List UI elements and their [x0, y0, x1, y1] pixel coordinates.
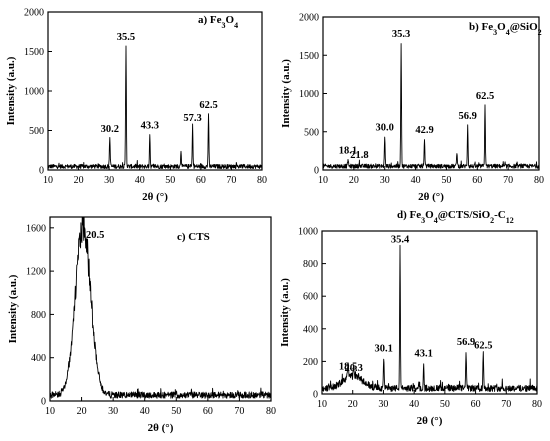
- x-tick-label: 40: [411, 175, 421, 186]
- x-tick-label: 10: [318, 175, 328, 186]
- x-tick-label: 80: [534, 175, 544, 186]
- y-axis-title: Intensity (a.u.): [280, 59, 292, 128]
- peak-label: 35.4: [391, 234, 410, 245]
- y-tick-label: 1200: [26, 267, 46, 278]
- y-tick-label: 500: [304, 127, 319, 138]
- y-tick-label: 600: [303, 292, 318, 303]
- y-tick-label: 1000: [299, 89, 319, 100]
- y-axis-title: Intensity (a.u.): [279, 278, 291, 347]
- x-tick-label: 70: [234, 406, 244, 417]
- y-tick-label: 2000: [299, 13, 319, 24]
- y-tick-label: 2000: [24, 8, 44, 19]
- peak-label: 42.9: [415, 125, 433, 136]
- y-tick-label: 1000: [298, 227, 318, 238]
- x-tick-label: 70: [503, 175, 513, 186]
- x-tick-label: 50: [440, 399, 450, 410]
- x-axis-title: 2θ (°): [148, 422, 174, 434]
- peak-label: 20.5: [86, 230, 104, 241]
- peak-label: 43.1: [414, 348, 432, 359]
- x-tick-label: 70: [501, 399, 511, 410]
- xrd-panel-b: 10 20 30 40 50 60 70 80 0 500 1000 1500 2000 2θ (°) In…: [280, 13, 544, 204]
- peak-label: 30.2: [101, 124, 119, 135]
- y-axis-title: Intensity (a.u.): [5, 56, 17, 125]
- x-axis-title: 2θ (°): [417, 415, 443, 427]
- y-tick-label: 1500: [24, 47, 44, 58]
- plot-frame: [321, 230, 538, 395]
- y-tick-label: 400: [31, 353, 46, 364]
- plot-frame: [47, 11, 263, 171]
- peak-label: 43.3: [141, 121, 159, 132]
- y-tick-label: 0: [313, 390, 318, 401]
- y-tick-label: 1500: [299, 51, 319, 62]
- x-tick-label: 60: [196, 175, 206, 186]
- panel-label: d) Fe3O4@CTS/SiO2-C12: [397, 209, 514, 225]
- x-tick-label: 20: [349, 175, 359, 186]
- x-tick-label: 40: [409, 399, 419, 410]
- x-tick-label: 10: [43, 175, 53, 186]
- peak-label: 56.9: [457, 337, 475, 348]
- peak-label: 20.3: [344, 363, 362, 374]
- x-tick-label: 50: [171, 406, 181, 417]
- x-tick-label: 20: [77, 406, 87, 417]
- y-tick-label: 0: [314, 166, 319, 177]
- y-tick-label: 1000: [24, 87, 44, 98]
- peak-label: 56.9: [459, 111, 477, 122]
- panel-label: a) Fe3O4: [198, 14, 238, 30]
- y-tick-label: 0: [39, 166, 44, 177]
- peak-label: 57.3: [183, 113, 201, 124]
- x-tick-label: 70: [226, 175, 236, 186]
- peak-label: 62.5: [474, 340, 492, 351]
- x-tick-label: 10: [45, 406, 55, 417]
- peak-label: 30.1: [375, 344, 393, 355]
- x-tick-label: 80: [257, 175, 267, 186]
- x-tick-label: 20: [348, 399, 358, 410]
- peak-label: 30.0: [376, 123, 394, 134]
- xrd-panel-a: 10 20 30 40 50 60 70 80 0 500 1000 1500 2000 2θ (°) In…: [5, 8, 267, 204]
- peak-label: 62.5: [476, 91, 494, 102]
- xrd-series-line: [321, 244, 538, 392]
- peak-label: 21.8: [350, 150, 368, 161]
- x-tick-label: 50: [165, 175, 175, 186]
- y-tick-label: 800: [31, 310, 46, 321]
- x-axis-title: 2θ (°): [142, 191, 168, 203]
- xrd-series-line: [47, 45, 263, 170]
- x-tick-label: 30: [108, 406, 118, 417]
- xrd-series-line: [49, 216, 272, 399]
- x-tick-label: 30: [378, 399, 388, 410]
- y-tick-label: 800: [303, 259, 318, 270]
- plot-frame: [49, 216, 272, 402]
- y-tick-label: 500: [29, 126, 44, 137]
- x-tick-label: 40: [135, 175, 145, 186]
- xrd-series-line: [322, 43, 540, 169]
- x-tick-label: 30: [104, 175, 114, 186]
- x-tick-label: 60: [471, 399, 481, 410]
- x-tick-label: 80: [266, 406, 276, 417]
- x-tick-label: 40: [140, 406, 150, 417]
- peak-label: 18.1: [339, 146, 357, 157]
- panel-label: b) Fe3O4@SiO2: [469, 21, 542, 37]
- x-tick-label: 10: [317, 399, 327, 410]
- peak-label: 18.5: [339, 361, 357, 372]
- y-axis-title: Intensity (a.u.): [7, 274, 19, 343]
- y-tick-label: 1600: [26, 223, 46, 234]
- x-tick-label: 30: [380, 175, 390, 186]
- peak-label: 62.5: [199, 100, 217, 111]
- x-tick-label: 60: [472, 175, 482, 186]
- x-tick-label: 60: [203, 406, 213, 417]
- x-axis-title: 2θ (°): [418, 191, 444, 203]
- panel-label: c) CTS: [177, 231, 210, 243]
- y-tick-label: 400: [303, 324, 318, 335]
- x-tick-label: 80: [532, 399, 542, 410]
- y-tick-label: 0: [41, 397, 46, 408]
- x-tick-label: 20: [74, 175, 84, 186]
- peak-label: 35.5: [117, 32, 135, 43]
- x-tick-label: 50: [441, 175, 451, 186]
- y-tick-label: 200: [303, 357, 318, 368]
- peak-label: 35.3: [392, 29, 410, 40]
